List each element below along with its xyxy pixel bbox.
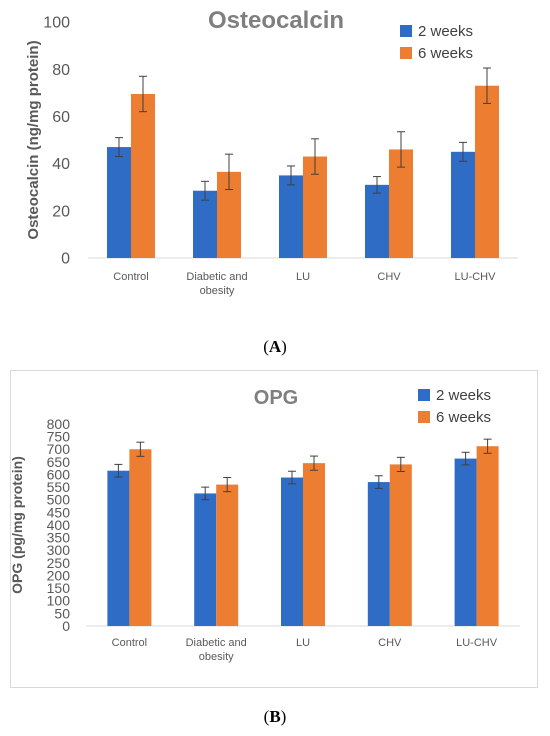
bar-series-2	[131, 93, 155, 258]
legend-swatch	[400, 25, 412, 37]
y-tick-label: 400	[47, 517, 71, 533]
legend-label: 6 weeks	[436, 409, 491, 426]
y-tick-label: 150	[47, 580, 71, 596]
chart-a: Osteocalcin Osteocalcin (ng/mg protein) 0 2…	[25, 7, 518, 297]
y-tick-label: 650	[47, 454, 71, 470]
bar-series-1	[193, 190, 217, 258]
x-tick-label: CHV	[378, 637, 402, 649]
bar-series-1	[281, 477, 303, 626]
x-tick-label: LU	[296, 637, 310, 649]
panel-label-a: (A)	[263, 337, 287, 356]
y-tick-label: 600	[47, 466, 71, 482]
y-axis-label: OPG (pg/mg protein)	[9, 456, 25, 594]
y-tick-label: 700	[47, 441, 71, 457]
bar-series-1	[107, 470, 130, 626]
bar-series-2	[303, 463, 325, 626]
legend-label: 2 weeks	[436, 387, 491, 404]
bar-series-1	[194, 493, 217, 626]
y-tick-label: 800	[47, 416, 71, 432]
x-tick-label: LU-CHV	[456, 637, 498, 649]
bar-series-2	[475, 85, 499, 258]
bar-series-1	[107, 147, 131, 258]
x-tick-label: obesity	[200, 285, 235, 297]
y-tick-label: 450	[47, 504, 71, 520]
y-axis-label: Osteocalcin (ng/mg protein)	[25, 40, 42, 239]
legend-swatch	[418, 411, 430, 423]
y-tick-label: 550	[47, 479, 71, 495]
legend-swatch	[400, 47, 412, 59]
x-tick-label: Diabetic and	[186, 271, 247, 283]
legend-label: 6 weeks	[418, 45, 473, 62]
legend-swatch	[418, 389, 430, 401]
y-tick-label: 0	[61, 251, 70, 268]
bar-series-1	[365, 184, 389, 258]
panel-a: Osteocalcin Osteocalcin (ng/mg protein) 0 2…	[0, 0, 550, 356]
bar-series-2	[216, 484, 239, 626]
x-tick-label: CHV	[377, 271, 401, 283]
chart-b-frame	[10, 370, 538, 688]
x-tick-label: Control	[113, 271, 148, 283]
y-tick-label: 0	[62, 618, 70, 634]
bar-series-2	[389, 464, 412, 626]
y-tick-label: 300	[47, 542, 71, 558]
y-tick-label: 750	[47, 429, 71, 445]
x-tick-label: LU	[296, 271, 310, 283]
y-tick-label: 200	[47, 567, 71, 583]
panel-b: OPG OPG (pg/mg protein) 0 50 100 150 200 250 300…	[0, 370, 550, 726]
panel-label-b: (B)	[263, 707, 287, 726]
y-tick-label: 20	[52, 203, 70, 220]
legend-label: 2 weeks	[418, 23, 473, 40]
y-tick-label: 100	[47, 593, 71, 609]
bar-series-1	[367, 482, 390, 626]
y-tick-label: 100	[43, 15, 70, 32]
y-tick-label: 40	[52, 156, 70, 173]
y-tick-label: 250	[47, 555, 71, 571]
x-tick-label: obesity	[199, 651, 234, 663]
chart-title: OPG	[254, 387, 298, 409]
bar-series-2	[129, 449, 152, 626]
x-tick-label: Control	[112, 637, 147, 649]
y-tick-label: 80	[52, 62, 70, 79]
bar-series-1	[279, 175, 303, 258]
y-tick-label: 350	[47, 530, 71, 546]
chart-title: Osteocalcin	[208, 7, 344, 34]
bar-series-1	[451, 151, 475, 258]
y-tick-label: 500	[47, 492, 71, 508]
y-tick-label: 60	[52, 109, 70, 126]
y-tick-label: 50	[54, 605, 70, 621]
bar-series-2	[476, 446, 499, 626]
x-tick-label: Diabetic and	[186, 637, 247, 649]
bar-series-1	[454, 458, 477, 626]
x-tick-label: LU-CHV	[455, 271, 497, 283]
chart-b: OPG OPG (pg/mg protein) 050100150200250300…	[9, 387, 520, 663]
